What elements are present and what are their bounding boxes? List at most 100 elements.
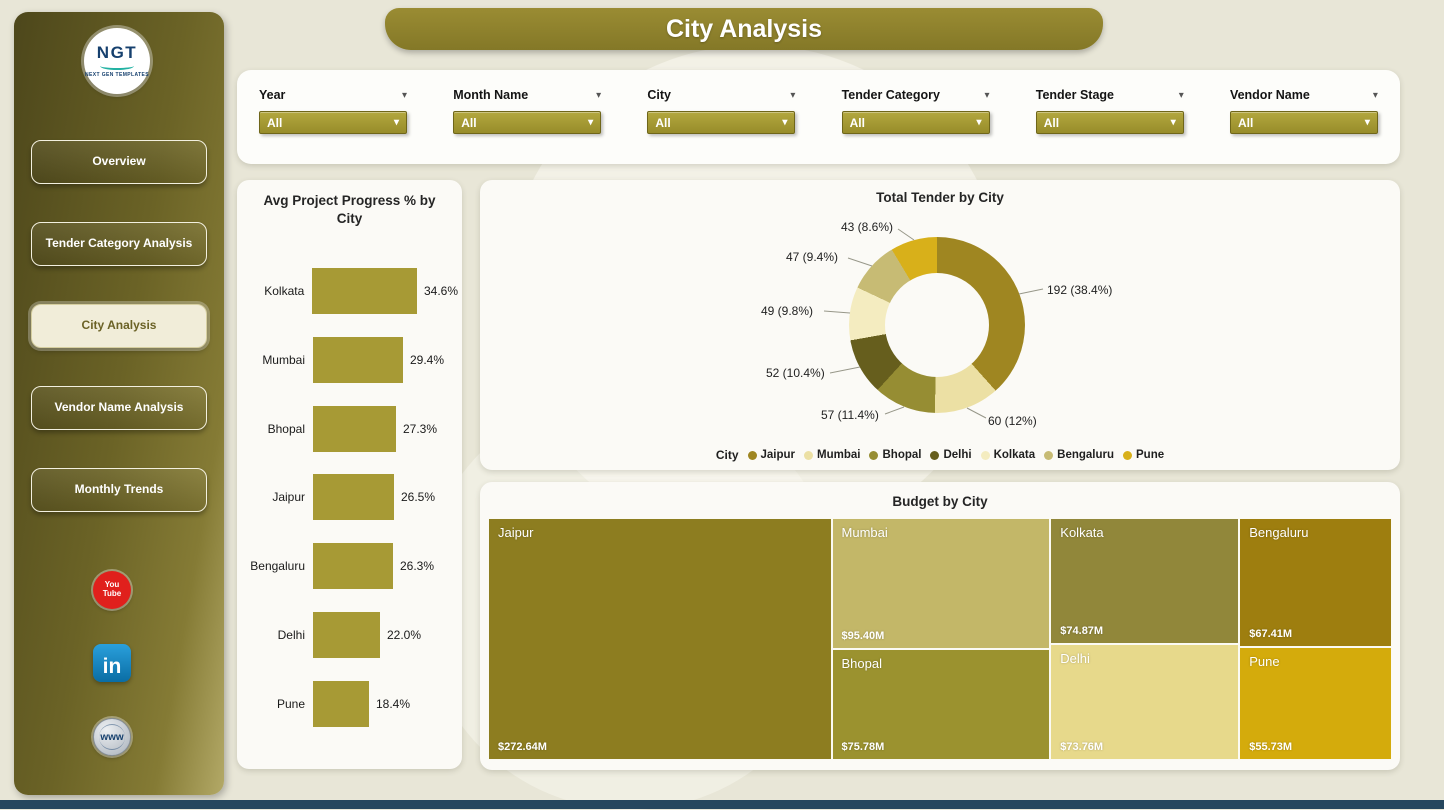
- website-globe-icon[interactable]: www: [93, 718, 131, 756]
- filter-label-tender-category: Tender Category: [841, 88, 940, 102]
- chevron-down-icon: ▾: [976, 117, 982, 128]
- logo-subtext: NEXT GEN TEMPLATES: [84, 72, 150, 78]
- filter-label-vendor-name: Vendor Name: [1229, 88, 1310, 102]
- donut-label: 192 (38.4%): [1047, 283, 1113, 297]
- legend-item[interactable]: Kolkata: [980, 449, 1035, 461]
- bar[interactable]: [313, 405, 396, 452]
- legend-item[interactable]: Mumbai: [804, 449, 860, 461]
- treemap-block[interactable]: Bhopal $75.78M: [831, 648, 1051, 760]
- youtube-text: You: [104, 580, 120, 590]
- treemap-label: Bengaluru: [1249, 525, 1309, 540]
- treemap-value: $67.41M: [1249, 628, 1293, 641]
- bar-row: Jaipur 26.5%: [247, 474, 458, 521]
- treemap-block[interactable]: Jaipur $272.64M: [488, 518, 832, 760]
- bar-value-label: 18.4%: [376, 696, 411, 711]
- filter-month-name: Month Name ▾ All ▾: [453, 88, 602, 164]
- filter-label-year: Year: [259, 88, 286, 102]
- youtube-icon[interactable]: You Tube: [93, 571, 131, 609]
- bar-row: Kolkata 34.6%: [247, 268, 458, 314]
- treemap-label: Mumbai: [841, 525, 888, 540]
- bar-value-label: 26.3%: [400, 559, 435, 574]
- chevron-down-icon[interactable]: ▾: [790, 89, 796, 101]
- legend-item[interactable]: Delhi: [930, 449, 972, 461]
- sidebar-item-city-analysis[interactable]: City Analysis: [31, 304, 207, 348]
- chevron-down-icon[interactable]: ▾: [1178, 89, 1184, 101]
- filter-label-month-name: Month Name: [453, 88, 529, 102]
- treemap-title: Budget by City: [892, 494, 988, 509]
- chevron-down-icon: ▾: [1170, 117, 1176, 128]
- sidebar-item-tender-category-analysis[interactable]: Tender Category Analysis: [31, 222, 207, 266]
- filter-dropdown-year[interactable]: All ▾: [259, 111, 407, 134]
- filter-value-vendor-name: All: [1237, 115, 1254, 130]
- linkedin-icon[interactable]: in: [93, 644, 131, 682]
- treemap-block[interactable]: Delhi $73.76M: [1050, 643, 1240, 760]
- filter-dropdown-city[interactable]: All ▾: [647, 111, 796, 134]
- treemap-panel: Budget by City Jaipur $272.64M Mumbai $9…: [480, 482, 1400, 770]
- filter-label-city: City: [647, 88, 671, 102]
- donut-legend: City Jaipur Mumbai Bhopal Delhi Kolkata …: [480, 448, 1400, 462]
- bar[interactable]: [312, 268, 417, 314]
- bar-value-label: 26.5%: [401, 490, 436, 505]
- legend-item[interactable]: Bhopal: [869, 449, 921, 461]
- filter-value-tender-category: All: [849, 115, 865, 130]
- filter-value-city: All: [655, 115, 671, 130]
- donut-label: 60 (12%): [988, 414, 1037, 428]
- filter-dropdown-tender-stage[interactable]: All ▾: [1035, 111, 1184, 134]
- treemap-label: Bhopal: [841, 655, 882, 671]
- filter-dropdown-vendor-name[interactable]: All ▾: [1229, 111, 1378, 134]
- treemap-block[interactable]: Kolkata $74.87M: [1050, 518, 1240, 644]
- legend-label: Jaipur: [760, 449, 796, 461]
- bar-category-label: Mumbai: [262, 352, 305, 367]
- bar-category-label: Jaipur: [272, 490, 305, 505]
- chevron-down-icon: ▾: [393, 117, 399, 128]
- chevron-down-icon: ▾: [782, 117, 788, 128]
- filter-city: City ▾ All ▾: [647, 88, 796, 164]
- treemap-block[interactable]: Pune $55.73M: [1239, 647, 1392, 760]
- bar-chart-panel: Avg Project Progress % by City Kolkata 3…: [237, 180, 462, 769]
- donut-chart-title: Total Tender by City: [876, 190, 1004, 205]
- filter-dropdown-tender-category[interactable]: All ▾: [841, 111, 990, 134]
- legend-item[interactable]: Bengaluru: [1044, 449, 1114, 461]
- bar-chart-title: Avg Project Progress % by City: [263, 193, 436, 227]
- bar[interactable]: [313, 680, 369, 727]
- bar[interactable]: [313, 612, 380, 659]
- bar[interactable]: [313, 543, 393, 590]
- chevron-down-icon[interactable]: ▾: [401, 89, 407, 101]
- legend-item[interactable]: Pune: [1123, 449, 1164, 461]
- filter-label-tender-stage: Tender Stage: [1035, 88, 1115, 102]
- bar-row: Mumbai 29.4%: [247, 336, 458, 383]
- logo-swoosh-icon: [100, 62, 134, 70]
- ngt-logo: NGT NEXT GEN TEMPLATES: [84, 28, 150, 94]
- filter-year: Year ▾ All ▾: [259, 88, 407, 164]
- sidebar-item-vendor-name-analysis[interactable]: Vendor Name Analysis: [31, 386, 207, 430]
- sidebar-item-overview[interactable]: Overview: [31, 140, 207, 184]
- bar-row: Pune 18.4%: [247, 680, 458, 727]
- filter-dropdown-month-name[interactable]: All ▾: [453, 111, 602, 134]
- filter-bar: Year ▾ All ▾ Month Name ▾ All ▾ City ▾: [237, 70, 1400, 164]
- donut-label: 43 (8.6%): [841, 220, 894, 234]
- legend-item[interactable]: Jaipur: [747, 449, 796, 461]
- sidebar-item-monthly-trends[interactable]: Monthly Trends: [31, 468, 207, 512]
- bar[interactable]: [313, 474, 394, 521]
- linkedin-text: in: [102, 655, 122, 678]
- filter-value-year: All: [267, 115, 283, 130]
- bar-category-label: Bengaluru: [250, 559, 305, 574]
- treemap-block[interactable]: Bengaluru $67.41M: [1239, 518, 1392, 648]
- filter-vendor-name: Vendor Name ▾ All ▾: [1229, 88, 1378, 164]
- bar-value-label: 29.4%: [410, 352, 445, 367]
- treemap-block[interactable]: Mumbai $95.40M: [831, 518, 1051, 649]
- donut-label: 57 (11.4%): [821, 408, 879, 422]
- treemap-label: Delhi: [1060, 650, 1090, 666]
- legend-dot: [747, 450, 757, 460]
- bar[interactable]: [313, 336, 403, 383]
- chevron-down-icon[interactable]: ▾: [1372, 89, 1378, 101]
- legend-label: Bhopal: [882, 449, 922, 461]
- filter-tender-stage: Tender Stage ▾ All ▾: [1035, 88, 1184, 164]
- chevron-down-icon[interactable]: ▾: [984, 89, 990, 101]
- treemap: Jaipur $272.64M Mumbai $95.40M Bhopal $7…: [488, 518, 1392, 760]
- chevron-down-icon[interactable]: ▾: [596, 89, 602, 101]
- donut[interactable]: [849, 237, 1025, 413]
- bar-category-label: Pune: [276, 696, 305, 711]
- donut-label: 47 (9.4%): [786, 250, 839, 264]
